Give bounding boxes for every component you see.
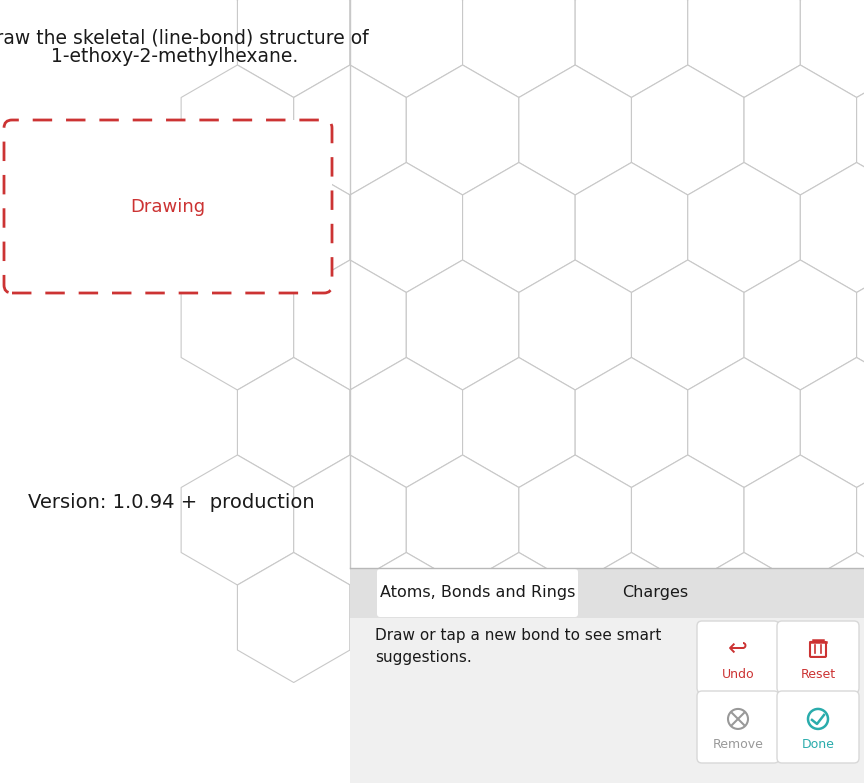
Polygon shape (800, 0, 864, 98)
Polygon shape (238, 163, 350, 293)
Text: Undo: Undo (721, 668, 754, 681)
Polygon shape (294, 455, 406, 585)
Polygon shape (294, 260, 406, 390)
FancyBboxPatch shape (777, 691, 859, 763)
Polygon shape (575, 553, 688, 683)
Polygon shape (181, 260, 294, 390)
Text: Charges: Charges (622, 584, 688, 600)
Polygon shape (800, 358, 864, 488)
Polygon shape (406, 260, 519, 390)
FancyBboxPatch shape (4, 120, 332, 293)
Text: Reset: Reset (800, 668, 835, 681)
Polygon shape (181, 65, 294, 195)
Bar (350, 568, 864, 618)
Polygon shape (462, 163, 575, 293)
Polygon shape (406, 455, 519, 585)
Polygon shape (688, 358, 800, 488)
Polygon shape (856, 260, 864, 390)
Polygon shape (632, 65, 744, 195)
Polygon shape (744, 65, 856, 195)
Text: ↩: ↩ (728, 637, 748, 661)
Polygon shape (632, 455, 744, 585)
Polygon shape (688, 163, 800, 293)
Text: Draw or tap a new bond to see smart
suggestions.: Draw or tap a new bond to see smart sugg… (375, 628, 661, 666)
FancyBboxPatch shape (697, 691, 779, 763)
Text: 1-ethoxy-2-methylhexane.: 1-ethoxy-2-methylhexane. (51, 47, 299, 66)
Polygon shape (800, 553, 864, 683)
Bar (350, 0, 864, 783)
FancyBboxPatch shape (697, 621, 779, 693)
Polygon shape (744, 260, 856, 390)
Polygon shape (462, 0, 575, 98)
Bar (350, 618, 864, 783)
Text: Atoms, Bonds and Rings: Atoms, Bonds and Rings (380, 584, 575, 600)
Polygon shape (688, 553, 800, 683)
Polygon shape (406, 65, 519, 195)
Polygon shape (350, 163, 462, 293)
Polygon shape (350, 0, 462, 98)
Text: Version: 1.0.94 +  production: Version: 1.0.94 + production (28, 493, 314, 513)
Polygon shape (688, 0, 800, 98)
Polygon shape (238, 0, 350, 98)
Polygon shape (350, 553, 462, 683)
Text: Done: Done (802, 738, 835, 751)
Text: Draw the skeletal (line-bond) structure of: Draw the skeletal (line-bond) structure … (0, 28, 369, 47)
Polygon shape (856, 65, 864, 195)
Polygon shape (575, 163, 688, 293)
Polygon shape (294, 65, 406, 195)
Polygon shape (350, 358, 462, 488)
Polygon shape (238, 358, 350, 488)
Polygon shape (856, 455, 864, 585)
Polygon shape (462, 553, 575, 683)
Text: Remove: Remove (713, 738, 764, 751)
Polygon shape (462, 358, 575, 488)
Polygon shape (519, 260, 632, 390)
Polygon shape (744, 455, 856, 585)
Polygon shape (519, 65, 632, 195)
FancyBboxPatch shape (377, 569, 578, 617)
Polygon shape (575, 0, 688, 98)
Polygon shape (181, 455, 294, 585)
Text: Drawing: Drawing (130, 197, 206, 215)
Bar (0, 0, 350, 783)
Polygon shape (238, 553, 350, 683)
Polygon shape (632, 260, 744, 390)
FancyBboxPatch shape (777, 621, 859, 693)
Polygon shape (519, 455, 632, 585)
Polygon shape (800, 163, 864, 293)
Polygon shape (575, 358, 688, 488)
Bar (350, 568, 864, 783)
